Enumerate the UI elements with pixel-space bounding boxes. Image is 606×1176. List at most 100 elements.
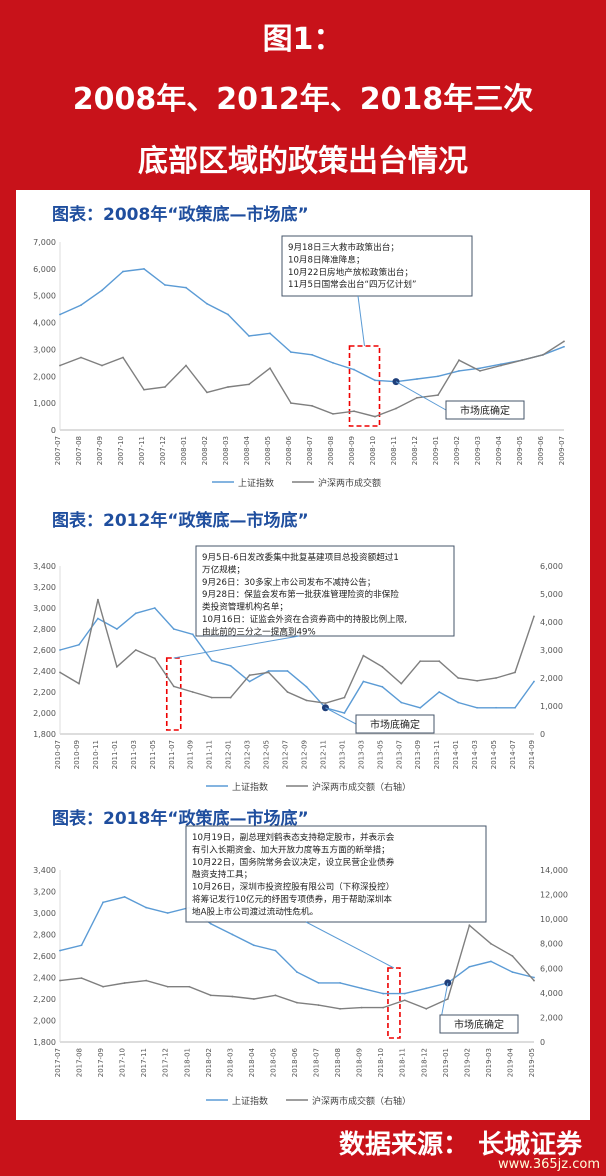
series-point [97, 617, 99, 620]
series-point [395, 407, 397, 410]
x-tick-label: 2019-04 [506, 1047, 514, 1077]
series-point [311, 353, 313, 356]
y-right-tick-label: 2,000 [540, 674, 563, 683]
series-point [80, 977, 83, 980]
x-tick-label: 2019-05 [528, 1048, 536, 1077]
annotation-line: 类投资管理机构名单； [202, 601, 288, 613]
y-right-tick-label: 8,000 [540, 940, 563, 949]
y-left-tick-label: 2,000 [33, 709, 56, 718]
series-point [476, 706, 479, 709]
series-point [145, 979, 148, 982]
annotation-line: 10月16日：证监会外资在合资券商中的持股比例上限, [202, 613, 407, 625]
series-point [59, 313, 61, 316]
source-note: 数据来源： 长城证券 [338, 1130, 582, 1160]
x-tick-label: 2012-03 [244, 740, 252, 769]
series-point [500, 364, 502, 367]
x-tick-label: 2008-08 [327, 436, 335, 465]
series-point [123, 895, 126, 898]
annotation-line: 融资支持工具； [192, 868, 252, 880]
series-point [269, 367, 271, 370]
series-point [101, 289, 103, 292]
series-point [286, 670, 289, 672]
x-tick-label: 2018-07 [313, 1048, 321, 1077]
header-title-line1: 图1： [262, 22, 344, 57]
site-watermark: www.365jz.com [498, 1157, 600, 1172]
x-tick-label: 2008-11 [390, 436, 398, 465]
series-point [80, 304, 82, 307]
series-point [500, 363, 502, 366]
series-point [458, 359, 460, 362]
series-point [353, 368, 355, 371]
x-tick-label: 2009-05 [516, 436, 524, 465]
series-line-1 [59, 599, 535, 704]
series-point [248, 680, 251, 683]
series-point [80, 356, 82, 359]
series-point [416, 396, 418, 399]
x-tick-label: 2018-02 [205, 1048, 213, 1077]
y-right-tick-label: 10,000 [540, 915, 568, 924]
y-left-tick-label: 3,200 [33, 583, 56, 592]
x-tick-label: 2017-10 [119, 1048, 127, 1077]
series-point [437, 394, 439, 396]
x-tick-label: 2010-11 [92, 740, 100, 769]
series-point [115, 628, 118, 630]
y-left-tick-label: 2,800 [33, 625, 56, 634]
series-point [248, 335, 250, 337]
x-tick-label: 2018-10 [377, 1048, 385, 1077]
legend-label-index: 上证指数 [238, 477, 274, 489]
y-right-tick-label: 12,000 [540, 891, 568, 900]
series-point [403, 992, 406, 995]
series-point [400, 682, 403, 685]
annotation-line: 将筹记发行10亿元的纾困专项债券，用于帮助深圳本 [192, 893, 392, 905]
annotation-line: 由此前的三分之一提高到49% [202, 625, 316, 637]
series-point [123, 982, 126, 984]
x-tick-label: 2018-06 [291, 1047, 299, 1077]
x-tick-label: 2018-04 [248, 1047, 256, 1077]
series-point [59, 364, 61, 367]
series-point [153, 657, 156, 660]
x-tick-label: 2013-01 [338, 740, 346, 769]
x-tick-label: 2013-09 [414, 740, 422, 769]
x-tick-label: 2008-06 [285, 435, 293, 465]
series-point [134, 649, 137, 651]
series-point [458, 370, 460, 372]
series-point [166, 912, 169, 914]
series-point [209, 922, 212, 925]
series-point [438, 691, 441, 693]
y-left-tick-label: 1,800 [33, 1038, 56, 1047]
x-tick-label: 2017-08 [76, 1048, 84, 1077]
series-point [134, 612, 137, 615]
series-point [332, 412, 334, 415]
series-point [296, 1001, 298, 1004]
series-point [457, 677, 460, 679]
y-left-tick-label: 2,800 [33, 931, 56, 940]
y-left-tick-label: 5,000 [33, 292, 56, 301]
x-tick-label: 2011-09 [187, 740, 195, 769]
y-left-tick-label: 2,600 [33, 646, 56, 655]
x-tick-label: 2012-01 [225, 740, 233, 769]
x-tick-label: 2012-05 [263, 740, 271, 769]
series-point [153, 607, 156, 609]
series-point [101, 364, 103, 367]
y-right-tick-label: 5,000 [540, 590, 563, 599]
x-tick-label: 2014-01 [452, 740, 460, 769]
legend-label-turnover: 沪深两市成交额（右轴） [312, 1095, 411, 1107]
y-left-tick-label: 2,600 [33, 952, 56, 961]
series-point [59, 979, 61, 982]
series-point [290, 402, 292, 405]
series-point [267, 670, 270, 672]
x-tick-label: 2007-07 [54, 436, 62, 465]
chart-2008: 图表：2008年“政策底—市场底” 0 1,000 2,000 3,000 4,000 5,… [33, 204, 566, 489]
y-right-tick-label: 0 [540, 730, 545, 739]
x-tick-label: 2018-08 [334, 1048, 342, 1077]
header: 图1： 2008年、2012年、2018年三次 底部区域的政策出台情况 [0, 0, 606, 190]
x-tick-label: 2018-01 [183, 1048, 191, 1077]
series-point [166, 985, 169, 988]
charts-panel: 图表：2008年“政策底—市场底” 0 1,000 2,000 3,000 4,000 5,… [16, 190, 590, 1120]
policy-bottom-highlight [165, 657, 182, 731]
series-point [438, 660, 441, 663]
series-point [468, 965, 471, 968]
series-point [360, 1006, 363, 1009]
legend-label-turnover: 沪深两市成交额 [318, 477, 381, 489]
series-point [490, 960, 492, 963]
